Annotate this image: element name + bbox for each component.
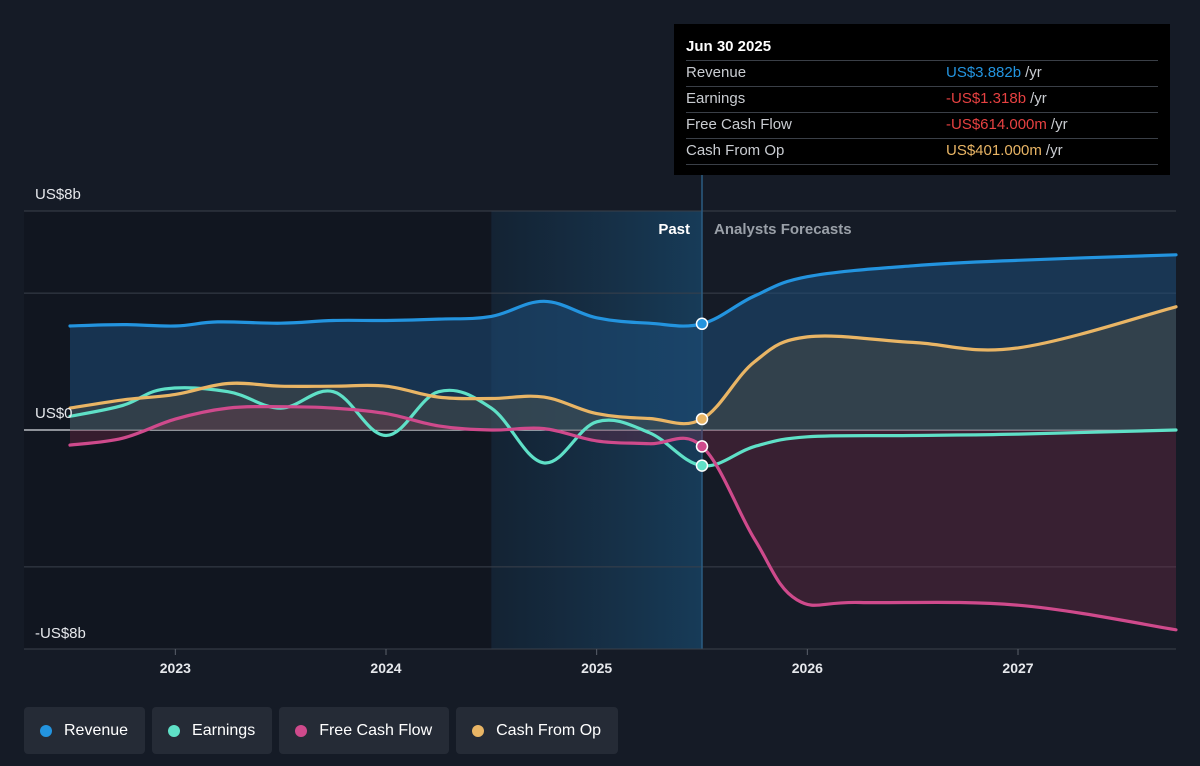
tooltip-label: Revenue — [686, 64, 747, 81]
past-label: Past — [658, 221, 690, 238]
legend-label: Cash From Op — [496, 721, 602, 739]
tooltip-unit: /yr — [1030, 90, 1047, 107]
tooltip-row-free-cash-flow: Free Cash Flow -US$614.000m/yr — [686, 112, 1158, 138]
point-cash-from-op — [695, 412, 709, 426]
legend-item-free-cash-flow[interactable]: Free Cash Flow — [279, 707, 450, 754]
legend-label: Free Cash Flow — [319, 721, 433, 739]
legend-item-cash-from-op[interactable]: Cash From Op — [456, 707, 619, 754]
line-revenue — [68, 253, 1178, 328]
x-tick-label: 2026 — [792, 660, 823, 676]
tooltip-panel: Jun 30 2025 Revenue US$3.882b/yr Earning… — [674, 24, 1170, 175]
tooltip-unit: /yr — [1045, 142, 1063, 159]
line-cash-from-op — [68, 305, 1178, 426]
x-tick-label: 2024 — [370, 660, 401, 676]
legend-dot-icon — [40, 724, 52, 737]
line-free-cash-flow — [68, 404, 1178, 632]
point-revenue — [695, 317, 709, 331]
chart-legend: Revenue Earnings Free Cash Flow Cash Fro… — [24, 707, 619, 754]
legend-dot-icon — [472, 724, 485, 737]
tooltip-label: Cash From Op — [686, 142, 785, 159]
x-tick-label: 2025 — [581, 660, 612, 676]
y-axis-label: US$8b — [35, 186, 81, 203]
tooltip-value: US$401.000m — [946, 142, 1042, 159]
tooltip-row-earnings: Earnings -US$1.318b/yr — [686, 86, 1158, 112]
tooltip-date: Jun 30 2025 — [686, 38, 772, 55]
tooltip-unit: /yr — [1025, 64, 1042, 81]
tooltip-label: Free Cash Flow — [686, 116, 792, 133]
tooltip-value: -US$614.000m — [946, 116, 1047, 133]
tooltip-row-revenue: Revenue US$3.882b/yr — [686, 60, 1158, 86]
area-free-cash-flow — [70, 406, 1176, 630]
y-axis-label: -US$8b — [35, 625, 86, 642]
legend-dot-icon — [168, 724, 181, 737]
legend-item-earnings[interactable]: Earnings — [152, 707, 273, 754]
tooltip-label: Earnings — [686, 90, 746, 107]
x-tick-label: 2023 — [160, 660, 191, 676]
tooltip-row-cash-from-op: Cash From Op US$401.000m/yr — [686, 138, 1158, 165]
forecast-label: Analysts Forecasts — [714, 221, 852, 238]
legend-dot-icon — [295, 724, 308, 737]
y-axis-label: US$0 — [35, 405, 73, 422]
legend-item-revenue[interactable]: Revenue — [24, 707, 146, 754]
point-free-cash-flow — [695, 440, 709, 453]
legend-label: Revenue — [64, 721, 129, 739]
point-earnings — [695, 459, 709, 472]
tooltip-unit: /yr — [1050, 116, 1068, 133]
chart-plot: US$8b US$0 -US$8b 2023 2024 2025 2026 2027 Past A… — [24, 175, 1178, 676]
tooltip-value: US$3.882b — [946, 64, 1022, 81]
legend-label: Earnings — [192, 721, 256, 739]
line-earnings — [68, 386, 1178, 468]
x-tick-label: 2027 — [1002, 660, 1033, 676]
tooltip-value: -US$1.318b — [946, 90, 1027, 107]
